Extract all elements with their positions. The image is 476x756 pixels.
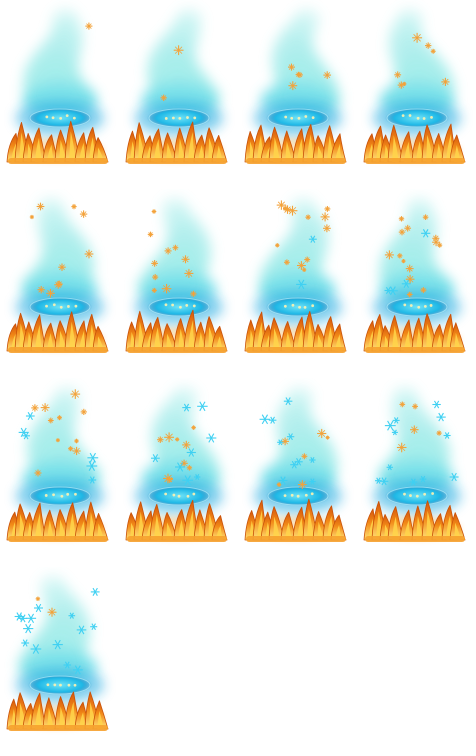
sprite-frame-8 bbox=[357, 189, 476, 378]
frame-content bbox=[125, 386, 228, 542]
snowflakes bbox=[375, 400, 459, 486]
snowflakes bbox=[18, 411, 99, 484]
frame-content bbox=[6, 386, 109, 542]
portal-rim bbox=[148, 108, 210, 128]
sprite-frame-6 bbox=[119, 189, 238, 378]
portal-disk bbox=[385, 297, 449, 317]
sprite-frame-10 bbox=[119, 378, 238, 567]
flame-row bbox=[6, 501, 109, 542]
portal-disk bbox=[147, 297, 211, 317]
portal-dots bbox=[45, 114, 76, 120]
portal-dots bbox=[164, 116, 197, 120]
smoke-plume bbox=[379, 8, 456, 119]
snowflakes bbox=[151, 401, 217, 486]
portal-dots bbox=[401, 114, 433, 120]
snowflakes bbox=[296, 235, 317, 290]
frame-content bbox=[6, 197, 109, 353]
frame-content bbox=[363, 386, 466, 542]
portal-dots bbox=[46, 683, 77, 687]
snowflakes bbox=[259, 397, 316, 485]
flame-row bbox=[6, 691, 109, 731]
portal-dots bbox=[164, 303, 196, 309]
portal-rim bbox=[267, 108, 329, 128]
portal-dots bbox=[403, 492, 435, 498]
frame-content bbox=[244, 8, 347, 164]
portal-rim bbox=[386, 486, 448, 506]
flame-row bbox=[363, 500, 466, 542]
snowflakes bbox=[14, 587, 100, 675]
frame-content bbox=[125, 197, 228, 353]
portal-dots bbox=[283, 303, 315, 309]
gold-sparkles bbox=[396, 401, 442, 453]
gold-sparkles bbox=[287, 63, 332, 91]
gold-sparkles bbox=[384, 214, 443, 298]
flame-row bbox=[125, 309, 228, 353]
gold-sparkles bbox=[160, 45, 184, 101]
frame-content bbox=[125, 8, 228, 164]
sprite-frame-9 bbox=[0, 378, 119, 567]
portal-rim bbox=[29, 108, 91, 128]
portal-rim bbox=[148, 486, 210, 506]
flame-row bbox=[244, 123, 347, 164]
portal-dots bbox=[403, 303, 433, 309]
gold-sparkles bbox=[276, 428, 330, 489]
portal-dots bbox=[283, 492, 314, 498]
flame-row bbox=[363, 123, 466, 164]
frame-content bbox=[363, 197, 466, 353]
gold-sparkles bbox=[31, 389, 87, 477]
flame-row bbox=[6, 120, 109, 164]
flame-row bbox=[244, 498, 347, 542]
gold-sparkles bbox=[85, 22, 93, 30]
snowflakes bbox=[384, 229, 431, 296]
portal-dots bbox=[45, 303, 78, 309]
sprite-frame-3 bbox=[238, 0, 357, 189]
portal-dots bbox=[44, 492, 77, 498]
frame-content bbox=[363, 8, 466, 164]
portal-rim bbox=[386, 108, 448, 128]
portal-disk bbox=[266, 297, 330, 317]
portal-rim bbox=[29, 675, 91, 695]
gold-sparkles bbox=[157, 425, 196, 484]
portal-rim bbox=[148, 297, 210, 317]
portal-dots bbox=[164, 492, 196, 498]
flame-row bbox=[244, 310, 347, 353]
frame-content bbox=[244, 197, 347, 353]
sprite-frame-1 bbox=[0, 0, 119, 189]
gold-sparkles bbox=[275, 200, 331, 272]
portal-rim bbox=[386, 297, 448, 317]
gold-sparkles bbox=[394, 32, 450, 89]
portal-rim bbox=[29, 297, 91, 317]
portal-rim bbox=[267, 486, 329, 506]
gold-sparkles bbox=[29, 202, 94, 298]
flame-row bbox=[125, 121, 228, 164]
gold-sparkles bbox=[35, 596, 57, 617]
sprite-frame-7 bbox=[238, 189, 357, 378]
flame-row bbox=[125, 499, 228, 542]
flame-row bbox=[363, 313, 466, 353]
sprite-frame-13 bbox=[0, 567, 119, 756]
portal-dots bbox=[284, 115, 315, 120]
sprite-frame-12 bbox=[357, 378, 476, 567]
sprite-frame-4 bbox=[357, 0, 476, 189]
sprite-frame-11 bbox=[238, 378, 357, 567]
portal-rim bbox=[267, 297, 329, 317]
frame-content bbox=[6, 575, 109, 731]
sprite-frame-5 bbox=[0, 189, 119, 378]
gold-sparkles bbox=[147, 209, 197, 298]
frame-content bbox=[6, 8, 109, 164]
flame-row bbox=[6, 311, 109, 353]
sprite-frame-2 bbox=[119, 0, 238, 189]
portal-disk bbox=[28, 486, 92, 506]
frame-content bbox=[244, 386, 347, 542]
portal-rim bbox=[29, 486, 91, 506]
